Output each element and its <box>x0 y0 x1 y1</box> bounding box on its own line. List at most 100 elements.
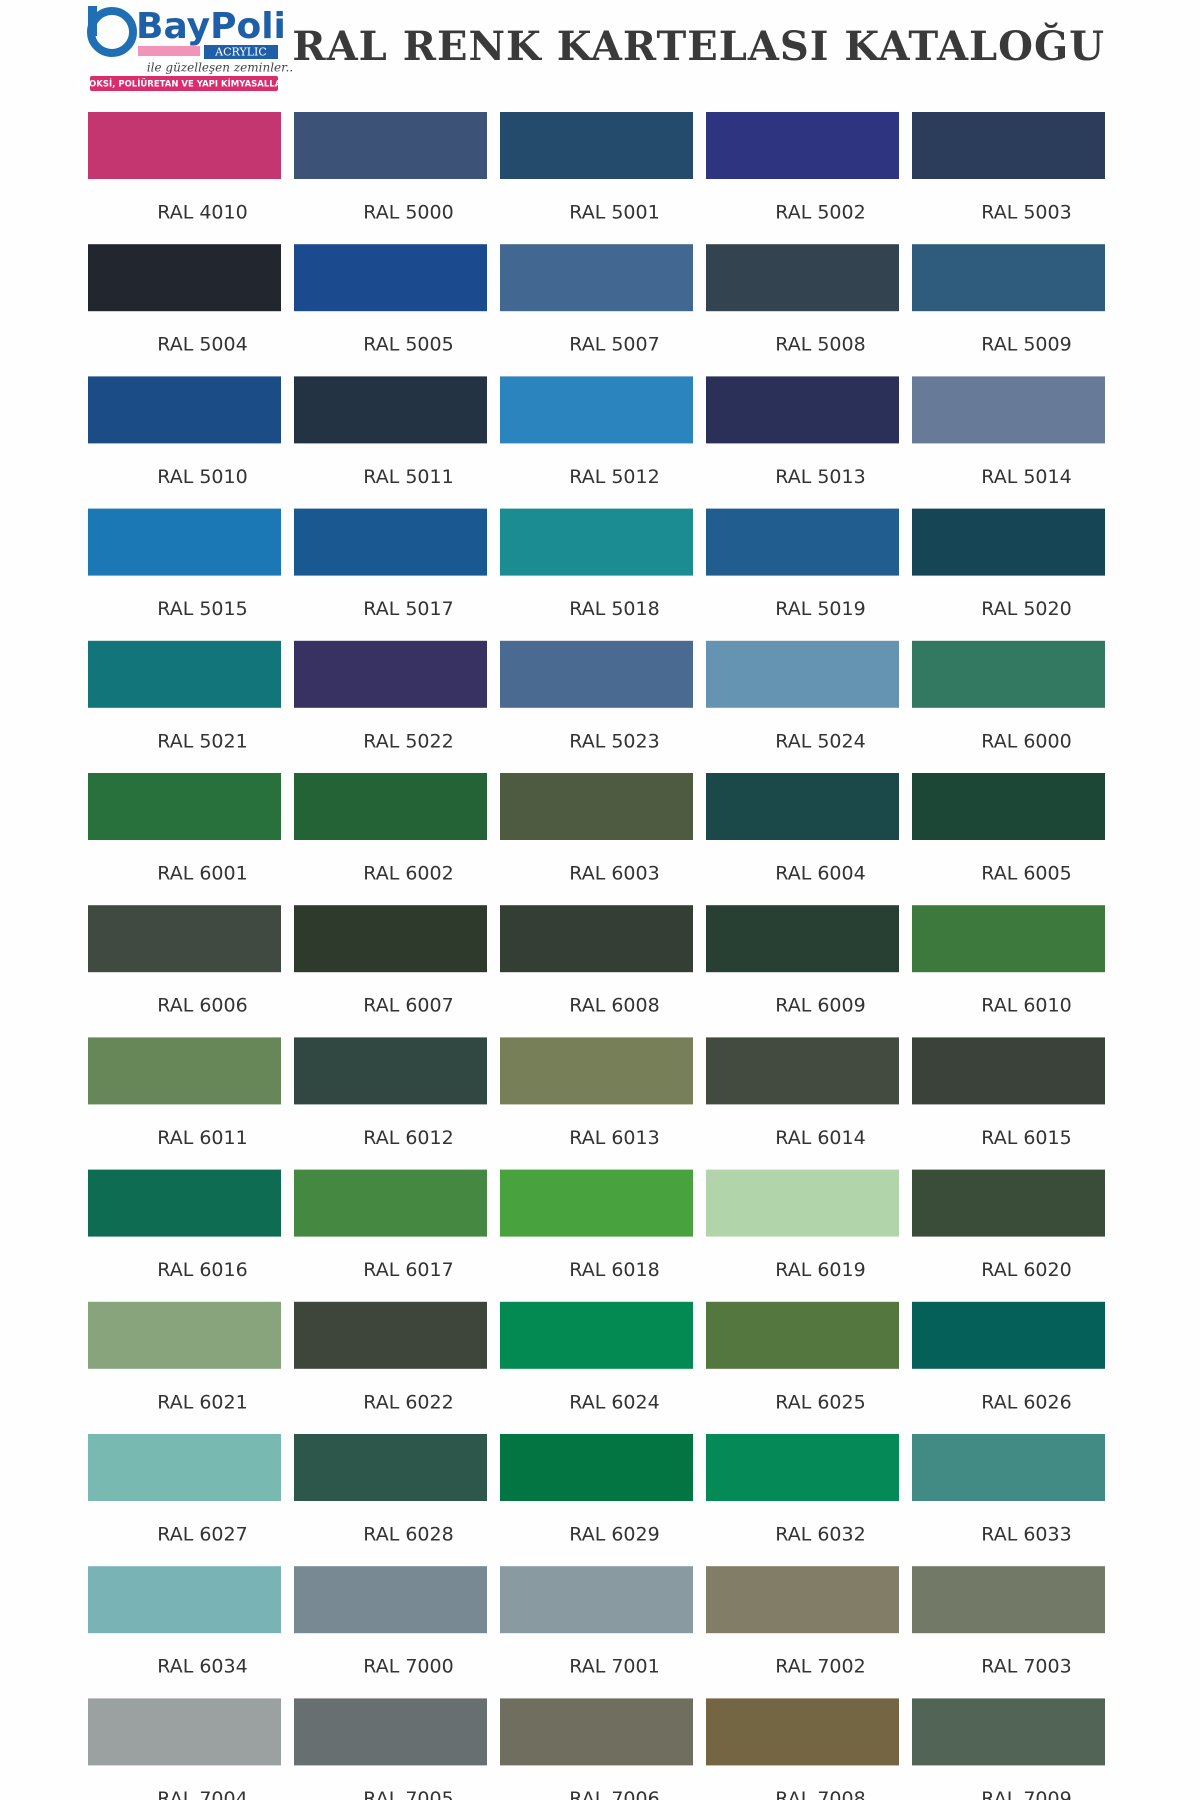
swatch-label: RAL 5011 <box>363 466 453 488</box>
color-swatch <box>294 244 487 312</box>
swatch-label: RAL 7008 <box>775 1788 865 1800</box>
swatch-label: RAL 6027 <box>157 1524 247 1546</box>
swatch-label: RAL 5001 <box>569 202 659 224</box>
swatch-label: RAL 5014 <box>981 466 1071 488</box>
swatch-label: RAL 6005 <box>981 863 1071 885</box>
swatch-label: RAL 5007 <box>569 334 659 356</box>
color-swatch <box>912 1169 1105 1237</box>
color-swatch <box>88 905 281 973</box>
color-swatch <box>706 376 899 444</box>
color-swatch <box>500 376 693 444</box>
swatch-label: RAL 6022 <box>363 1391 453 1413</box>
color-swatch <box>88 112 281 179</box>
color-swatch <box>88 640 281 708</box>
color-swatch <box>500 1169 693 1237</box>
swatch-label: RAL 6000 <box>981 730 1071 752</box>
color-swatch <box>294 905 487 973</box>
swatch-label: RAL 7002 <box>775 1656 865 1678</box>
swatch-label: RAL 6019 <box>775 1259 865 1281</box>
logo-icon-stem <box>88 6 97 36</box>
color-swatch <box>706 1434 899 1501</box>
color-swatch <box>294 773 487 840</box>
swatch-label: RAL 5024 <box>775 730 865 752</box>
swatch-label: RAL 6025 <box>775 1391 865 1413</box>
color-swatch <box>706 508 899 576</box>
swatch-label: RAL 6004 <box>775 863 865 885</box>
swatch-label: RAL 6012 <box>363 1127 453 1149</box>
swatch-label: RAL 6033 <box>981 1524 1071 1546</box>
color-swatch <box>294 640 487 708</box>
color-swatch <box>88 376 281 444</box>
color-swatch <box>294 508 487 576</box>
swatch-label: RAL 6017 <box>363 1259 453 1281</box>
color-swatch <box>88 1566 281 1634</box>
swatch-label: RAL 6001 <box>157 863 247 885</box>
color-swatch <box>294 1169 487 1237</box>
color-swatch <box>500 640 693 708</box>
color-swatch <box>88 1434 281 1501</box>
swatch-label: RAL 6032 <box>775 1524 865 1546</box>
color-swatch <box>706 1566 899 1634</box>
color-swatch <box>88 1698 281 1766</box>
swatch-label: RAL 5003 <box>981 202 1071 224</box>
swatch-label: RAL 6011 <box>157 1127 247 1149</box>
color-swatch <box>706 1169 899 1237</box>
swatch-label: RAL 5008 <box>775 334 865 356</box>
swatch-label: RAL 4010 <box>157 202 247 224</box>
logo-tagline: EPOKSİ, POLİÜRETAN VE YAPI KİMYASALLARI <box>77 79 291 90</box>
color-swatch <box>500 1566 693 1634</box>
logo-tagline-bg <box>90 76 278 91</box>
swatch-label: RAL 6003 <box>569 863 659 885</box>
swatch-label: RAL 6008 <box>569 995 659 1017</box>
color-swatch <box>706 773 899 840</box>
swatch-label: RAL 5010 <box>157 466 247 488</box>
swatch-label: RAL 6020 <box>981 1259 1071 1281</box>
color-swatch <box>88 1169 281 1237</box>
swatch-label: RAL 6014 <box>775 1127 865 1149</box>
logo-brand: BayPoli <box>136 6 286 47</box>
color-swatch <box>912 1434 1105 1501</box>
swatch-label: RAL 5017 <box>363 598 453 620</box>
color-swatch <box>500 773 693 840</box>
color-swatch <box>706 1301 899 1369</box>
swatch-label: RAL 7000 <box>363 1656 453 1678</box>
color-swatch <box>88 508 281 576</box>
color-swatch <box>294 1434 487 1501</box>
swatch-label: RAL 6013 <box>569 1127 659 1149</box>
swatch-label: RAL 7009 <box>981 1788 1071 1800</box>
swatch-label: RAL 5004 <box>157 334 247 356</box>
color-swatch <box>912 773 1105 840</box>
color-swatch <box>88 1301 281 1369</box>
swatch-grid: RAL 4010 RAL 5000 RAL 5001 RAL 5002 RAL 5003… <box>88 112 1105 1800</box>
color-swatch <box>500 1698 693 1766</box>
swatch-label: RAL 6018 <box>569 1259 659 1281</box>
color-swatch <box>912 1037 1105 1105</box>
color-swatch <box>294 1698 487 1766</box>
swatch-label: RAL 6026 <box>981 1391 1071 1413</box>
swatch-label: RAL 5000 <box>363 202 453 224</box>
color-swatch <box>500 508 693 576</box>
color-swatch <box>912 640 1105 708</box>
swatch-label: RAL 5022 <box>363 730 453 752</box>
swatch-label: RAL 7004 <box>157 1788 247 1800</box>
color-swatch <box>500 1301 693 1369</box>
color-swatch <box>500 1037 693 1105</box>
swatch-label: RAL 7003 <box>981 1656 1071 1678</box>
swatch-label: RAL 6009 <box>775 995 865 1017</box>
swatch-label: RAL 6021 <box>157 1391 247 1413</box>
swatch-label: RAL 5005 <box>363 334 453 356</box>
logo: BayPoli ACRYLIC ile güzelleşen zeminler.… <box>77 6 293 91</box>
swatch-label: RAL 5023 <box>569 730 659 752</box>
color-swatch <box>88 244 281 312</box>
swatch-label: RAL 6028 <box>363 1524 453 1546</box>
swatch-label: RAL 6015 <box>981 1127 1071 1149</box>
swatch-label: RAL 5015 <box>157 598 247 620</box>
color-swatch <box>912 508 1105 576</box>
swatch-label: RAL 5002 <box>775 202 865 224</box>
color-swatch <box>912 112 1105 179</box>
color-swatch <box>500 905 693 973</box>
color-swatch <box>500 1434 693 1501</box>
swatch-label: RAL 7001 <box>569 1656 659 1678</box>
logo-sub-bg <box>204 45 278 59</box>
swatch-label: RAL 7006 <box>569 1788 659 1800</box>
